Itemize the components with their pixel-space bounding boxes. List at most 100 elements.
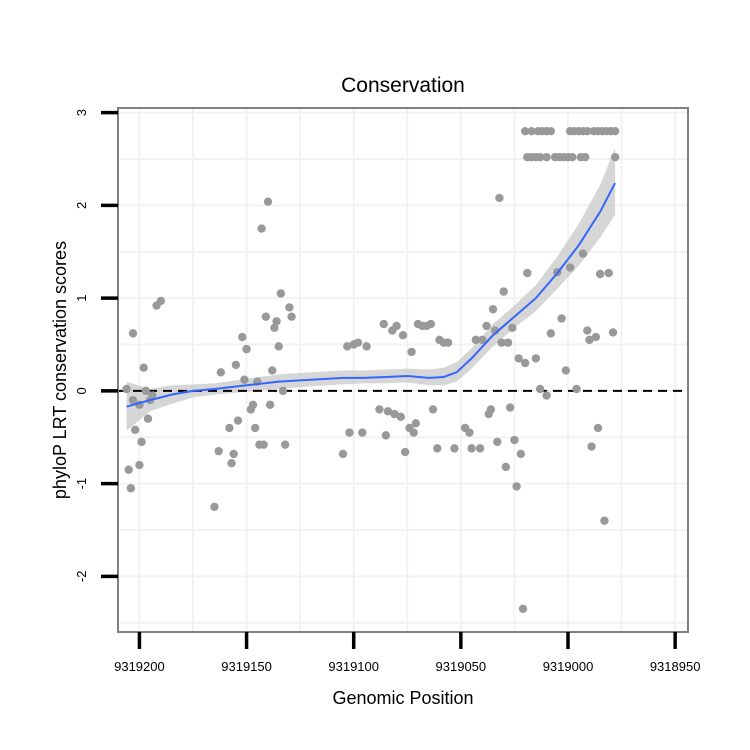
- data-point: [392, 321, 401, 331]
- data-point: [520, 126, 530, 136]
- data-point: [126, 484, 136, 493]
- data-point: [353, 338, 363, 347]
- data-point: [272, 317, 281, 326]
- data-point: [580, 152, 590, 162]
- data-point: [587, 442, 596, 451]
- data-point: [143, 414, 153, 423]
- data-point: [274, 342, 283, 351]
- data-point: [141, 386, 151, 396]
- data-point: [398, 331, 408, 340]
- panel-border: [117, 107, 689, 633]
- data-point: [156, 296, 166, 306]
- data-point: [482, 321, 491, 331]
- data-point: [486, 405, 496, 414]
- data-point: [516, 449, 526, 459]
- data-point: [583, 326, 592, 335]
- data-point: [411, 419, 421, 428]
- data-point: [508, 323, 517, 333]
- data-point: [229, 449, 238, 459]
- data-point: [600, 516, 609, 525]
- data-point: [379, 319, 388, 329]
- data-point: [565, 263, 575, 272]
- data-point: [268, 366, 277, 375]
- y-tick-label: 1: [74, 295, 89, 302]
- data-point: [261, 312, 271, 321]
- data-point: [561, 366, 571, 375]
- x-tick-label: 9319050: [436, 659, 487, 674]
- x-axis-title: Genomic Position: [332, 688, 473, 708]
- data-point: [390, 409, 399, 419]
- data-point: [362, 342, 371, 351]
- data-point: [546, 126, 556, 136]
- data-point: [257, 224, 266, 233]
- data-point: [128, 395, 138, 405]
- data-point: [259, 440, 268, 449]
- data-point: [233, 416, 243, 425]
- data-point: [610, 126, 620, 136]
- data-point: [130, 425, 140, 435]
- data-point: [512, 482, 521, 491]
- grid-lines: [118, 108, 688, 632]
- data-point: [578, 249, 588, 258]
- data-point: [338, 449, 348, 459]
- y-tick-label: -2: [74, 571, 89, 583]
- data-point: [531, 354, 541, 363]
- data-point: [407, 347, 416, 357]
- data-point: [585, 335, 594, 345]
- x-tick-label: 9319100: [328, 659, 379, 674]
- data-point: [137, 437, 146, 447]
- x-axis: 9319200 9319150 9319100 9319050 9319000 93189…: [114, 632, 700, 674]
- data-point: [270, 323, 279, 333]
- data-point: [520, 358, 530, 368]
- data-point: [225, 423, 234, 433]
- data-point: [591, 332, 601, 342]
- y-tick-label: 2: [74, 202, 89, 209]
- data-point: [503, 338, 513, 347]
- data-point: [135, 460, 144, 470]
- data-point: [595, 269, 605, 279]
- data-point: [535, 152, 545, 162]
- data-point: [610, 152, 620, 162]
- data-point: [426, 319, 436, 329]
- data-point: [285, 303, 294, 312]
- confidence-ribbon-layer: [126, 147, 616, 431]
- data-point: [265, 400, 275, 409]
- data-point: [210, 502, 219, 511]
- data-point: [497, 338, 506, 347]
- data-point: [535, 384, 545, 394]
- data-point: [546, 329, 556, 338]
- data-point: [122, 384, 131, 394]
- data-point: [238, 332, 247, 342]
- data-point: [443, 338, 453, 347]
- data-point: [488, 305, 498, 314]
- confidence-ribbon: [126, 147, 616, 431]
- data-point: [433, 444, 442, 453]
- data-point: [523, 268, 532, 278]
- data-point: [263, 197, 273, 206]
- y-tick-label: 3: [74, 109, 89, 116]
- data-point: [510, 435, 519, 445]
- x-tick-label: 9319150: [221, 659, 272, 674]
- y-tick-label: 0: [74, 387, 89, 394]
- data-point: [383, 407, 393, 416]
- chart-title: Conservation: [341, 74, 465, 97]
- data-point: [227, 459, 236, 468]
- data-point: [499, 287, 508, 296]
- y-axis: -2 -1 0 1 2 3: [74, 109, 118, 582]
- x-tick-label: 9319000: [543, 659, 594, 674]
- smooth-fit-line: [126, 182, 616, 408]
- data-point: [124, 465, 133, 474]
- data-point: [240, 375, 249, 384]
- data-point: [475, 444, 485, 453]
- data-point: [518, 604, 528, 614]
- data-point: [375, 405, 384, 414]
- data-point: [148, 391, 157, 400]
- data-point: [428, 405, 438, 414]
- data-point: [557, 314, 566, 323]
- smooth-line-layer: [126, 182, 616, 408]
- data-point: [583, 126, 592, 136]
- data-point: [381, 431, 391, 440]
- data-point: [568, 152, 577, 162]
- data-point: [542, 152, 551, 162]
